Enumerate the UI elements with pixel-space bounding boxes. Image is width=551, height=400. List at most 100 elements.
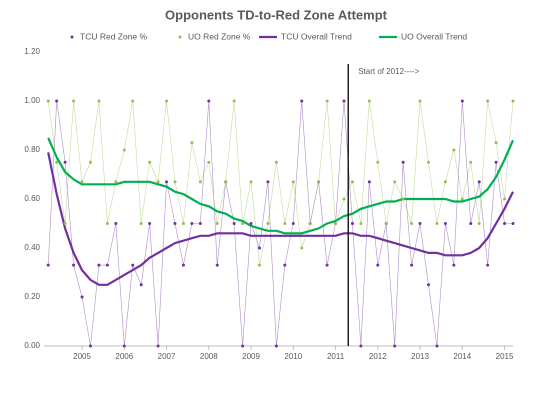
data-point <box>486 263 490 267</box>
data-point <box>477 222 481 225</box>
data-point <box>334 222 338 225</box>
y-tick-label: 0.40 <box>24 243 40 252</box>
data-point <box>266 180 270 184</box>
data-point <box>105 263 109 267</box>
data-point <box>139 283 143 287</box>
data-point <box>325 99 329 103</box>
data-point <box>148 160 152 164</box>
legend-label: TCU Overall Trend <box>281 31 352 41</box>
data-point <box>418 222 422 225</box>
x-tick-label: 2012 <box>369 352 387 361</box>
data-point <box>114 180 118 184</box>
x-tick-label: 2015 <box>496 352 514 361</box>
data-point <box>63 160 67 164</box>
data-point <box>80 180 84 184</box>
y-tick-label: 0.60 <box>24 194 40 203</box>
data-point <box>401 197 405 201</box>
data-point <box>317 180 321 184</box>
chart-title: Opponents TD-to-Red Zone Attempt <box>165 7 388 22</box>
data-point <box>257 246 261 250</box>
data-point <box>435 344 439 348</box>
y-tick-label: 1.00 <box>24 96 40 105</box>
data-point <box>88 160 92 164</box>
data-point <box>97 99 101 103</box>
data-point <box>308 222 312 225</box>
data-point <box>63 222 67 225</box>
data-point <box>46 99 50 103</box>
x-tick-label: 2010 <box>284 352 302 361</box>
data-point <box>249 180 253 184</box>
legend-marker <box>70 35 74 39</box>
data-point <box>198 180 202 184</box>
data-point <box>452 148 456 152</box>
data-point <box>165 99 169 103</box>
data-point <box>435 222 439 225</box>
data-point <box>72 99 76 103</box>
data-point <box>283 263 287 267</box>
data-point <box>207 160 211 164</box>
data-point <box>376 263 380 267</box>
data-point <box>486 99 490 103</box>
data-point <box>241 344 245 348</box>
y-tick-label: 1.20 <box>24 47 40 56</box>
data-point <box>215 263 219 267</box>
data-point <box>511 222 515 225</box>
data-point <box>173 180 177 184</box>
data-line <box>47 100 513 347</box>
data-point <box>460 197 464 201</box>
x-tick-label: 2013 <box>411 352 429 361</box>
data-point <box>367 99 371 103</box>
data-point <box>88 344 92 348</box>
data-point <box>114 222 118 225</box>
data-point <box>46 263 50 267</box>
data-point <box>384 222 388 225</box>
data-point <box>291 180 295 184</box>
x-tick-label: 2009 <box>242 352 260 361</box>
data-point <box>181 263 185 267</box>
y-tick-label: 0.00 <box>24 341 40 350</box>
data-line <box>47 100 514 266</box>
data-point <box>97 263 101 267</box>
data-point <box>249 222 253 225</box>
data-point <box>350 222 354 225</box>
data-point <box>156 344 160 348</box>
trend-line <box>47 152 514 286</box>
data-point <box>477 180 481 184</box>
data-point <box>215 222 219 225</box>
legend-label: UO Red Zone % <box>188 31 251 41</box>
data-point <box>139 222 143 225</box>
data-point <box>181 222 185 225</box>
data-point <box>291 222 295 225</box>
trend-line <box>47 137 515 235</box>
data-point <box>460 99 464 103</box>
data-point <box>257 263 261 267</box>
data-point <box>393 180 397 184</box>
data-point <box>156 180 160 184</box>
annotation-text: Start of 2012----> <box>358 67 419 76</box>
data-point <box>359 344 363 348</box>
data-point <box>131 263 135 267</box>
data-point <box>207 99 211 103</box>
data-point <box>80 295 84 299</box>
data-point <box>342 99 346 103</box>
data-point <box>359 222 363 225</box>
data-point <box>410 222 414 225</box>
data-point <box>198 222 202 225</box>
data-point <box>452 263 456 267</box>
data-point <box>55 99 59 103</box>
x-tick-label: 2006 <box>115 352 133 361</box>
data-point <box>232 222 236 225</box>
data-point <box>173 222 177 225</box>
x-tick-label: 2008 <box>200 352 218 361</box>
data-point <box>283 222 287 225</box>
legend-label: UO Overall Trend <box>401 31 467 41</box>
y-tick-label: 0.20 <box>24 292 40 301</box>
data-point <box>469 222 473 225</box>
data-point <box>494 141 498 145</box>
data-point <box>350 180 354 184</box>
x-tick-label: 2005 <box>73 352 91 361</box>
data-point <box>426 283 430 287</box>
data-point <box>165 180 169 184</box>
data-point <box>342 197 346 201</box>
